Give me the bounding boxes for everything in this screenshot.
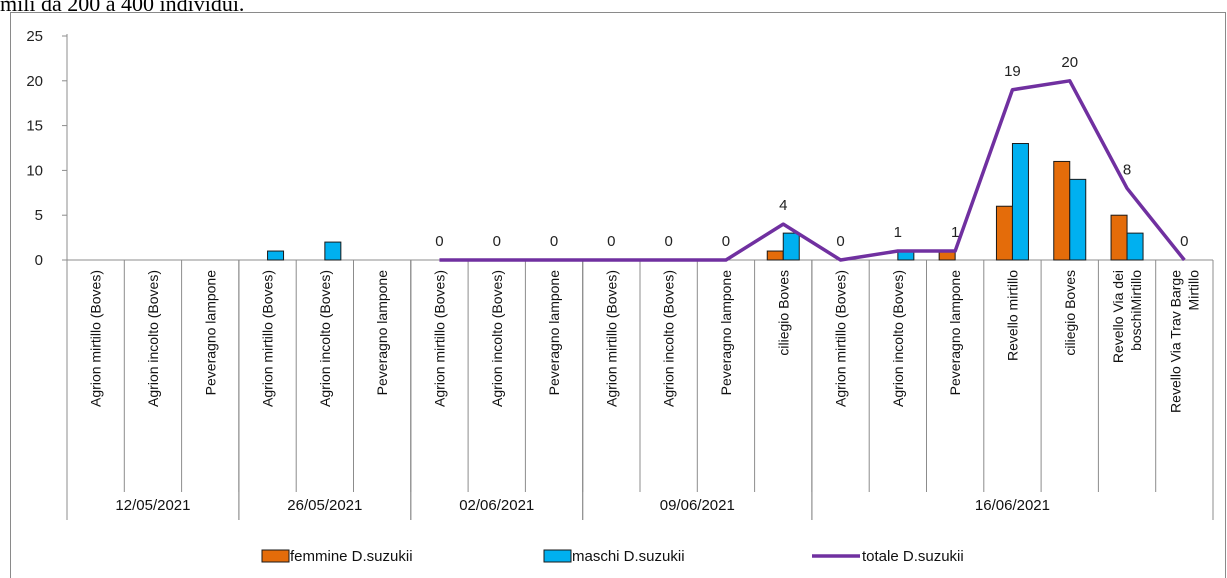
category-label: Peveragno lampone	[718, 270, 734, 396]
category-label: Agrion mirtillo (Boves)	[833, 270, 849, 407]
group-label: 02/06/2021	[459, 497, 534, 514]
chart-frame	[10, 12, 1226, 578]
category-label: ciliegio Boves	[775, 270, 791, 356]
group-label: 09/06/2021	[660, 497, 735, 514]
data-label: 8	[1123, 161, 1131, 178]
data-label: 0	[607, 233, 615, 250]
category-labels: Agrion mirtillo (Boves) Agrion incolto (B…	[88, 270, 1202, 413]
data-label: 1	[951, 224, 959, 241]
bar-femmine	[1053, 160, 1071, 261]
category-label: Revello Via dei boschiMirtillo	[1110, 270, 1144, 363]
group-label: 16/06/2021	[975, 497, 1050, 514]
bar-maschi	[267, 250, 285, 261]
category-label: Peveragno lampone	[947, 270, 963, 396]
category-label: Agrion incolto (Boves)	[317, 270, 333, 407]
bar-femmine	[766, 250, 784, 261]
y-tick-label: 15	[26, 118, 43, 135]
category-label: Agrion mirtillo (Boves)	[431, 270, 447, 407]
data-label: 0	[493, 233, 501, 250]
category-label: Agrion mirtillo (Boves)	[260, 270, 276, 407]
total-line-path	[439, 79, 1186, 262]
legend-label: totale D.suzukii	[862, 548, 964, 565]
category-label: Agrion incolto (Boves)	[145, 270, 161, 407]
category-label: Peveragno lampone	[202, 270, 218, 396]
y-tick-label: 5	[35, 207, 43, 224]
data-label: 0	[722, 233, 730, 250]
data-label: 0	[664, 233, 672, 250]
data-labels: 0 0 0 0 0 0 4 0 1 1 19 20 8 0	[435, 54, 1188, 250]
category-label: ciliegio Boves	[1062, 270, 1078, 356]
category-label: Agrion mirtillo (Boves)	[88, 270, 104, 407]
category-label: Revello Via Trav Barge Mirtillo	[1167, 270, 1201, 413]
group-label: 12/05/2021	[115, 497, 190, 514]
category-label: Agrion incolto (Boves)	[489, 270, 505, 407]
y-tick-label: 25	[26, 28, 43, 45]
y-tick-label: 0	[35, 252, 43, 269]
legend-label: femmine D.suzukii	[290, 548, 413, 565]
data-label: 0	[1180, 233, 1188, 250]
bar-maschi	[1126, 232, 1144, 261]
y-tick-label: 20	[26, 73, 43, 90]
data-label: 4	[779, 197, 787, 214]
y-tick-label: 10	[26, 162, 43, 179]
bar-maschi	[782, 232, 800, 261]
group-labels: 12/05/2021 26/05/2021 02/06/2021 09/06/2021…	[115, 497, 1050, 514]
group-label: 26/05/2021	[287, 497, 362, 514]
category-label: Agrion incolto (Boves)	[890, 270, 906, 407]
legend-swatch	[261, 549, 290, 563]
legend-swatch	[543, 549, 572, 563]
category-label: Peveragno lampone	[374, 270, 390, 396]
data-label: 20	[1061, 54, 1078, 71]
bar-femmine	[995, 205, 1013, 261]
bar-maschi	[1069, 178, 1087, 261]
data-label: 0	[435, 233, 443, 250]
category-label: Agrion incolto (Boves)	[661, 270, 677, 407]
category-label: Peveragno lampone	[546, 270, 562, 396]
legend-label: maschi D.suzukii	[572, 548, 685, 565]
bar-maschi	[1011, 143, 1029, 261]
data-label: 0	[550, 233, 558, 250]
total-line	[439, 79, 1186, 262]
data-label: 19	[1004, 63, 1021, 80]
legend: femmine D.suzukii maschi D.suzukii totale …	[261, 548, 964, 565]
data-label: 1	[894, 224, 902, 241]
category-label: Agrion mirtillo (Boves)	[603, 270, 619, 407]
bar-femmine	[1110, 214, 1128, 261]
bars	[267, 143, 1144, 261]
bar-maschi	[324, 241, 342, 261]
category-label: Revello mirtillo	[1004, 270, 1020, 361]
data-label: 0	[836, 233, 844, 250]
